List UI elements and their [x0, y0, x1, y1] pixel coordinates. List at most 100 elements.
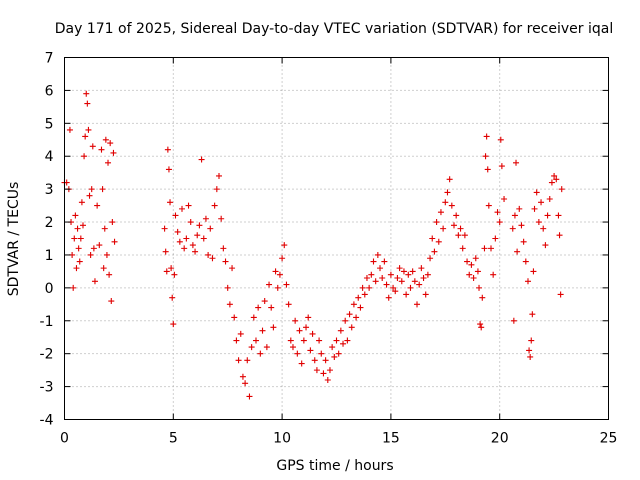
y-tick-label: -3 [40, 380, 54, 396]
data-point [470, 274, 477, 281]
data-point [75, 245, 82, 252]
data-point [71, 235, 78, 242]
data-point [105, 159, 112, 166]
data-point [431, 248, 438, 255]
data-point [96, 242, 103, 249]
data-point [481, 245, 488, 252]
data-point [461, 232, 468, 239]
data-point [366, 284, 373, 291]
y-tick-label: 7 [45, 51, 54, 67]
data-point [453, 212, 460, 219]
data-point [270, 324, 277, 331]
chart-title: Day 171 of 2025, Sidereal Day-to-day VTE… [55, 21, 613, 37]
x-tick-label: 5 [169, 431, 178, 447]
data-point [379, 274, 386, 281]
data-point [416, 281, 423, 288]
data-point [476, 284, 483, 291]
data-point [322, 357, 329, 364]
data-point [196, 222, 203, 229]
data-point [169, 294, 176, 301]
data-point [237, 330, 244, 337]
x-axis-label: GPS time / hours [276, 458, 393, 474]
data-point [551, 172, 558, 179]
data-point [396, 265, 403, 272]
data-point [381, 258, 388, 265]
data-point [429, 235, 436, 242]
data-point [99, 186, 106, 193]
data-point [530, 268, 537, 275]
data-point [483, 133, 490, 140]
data-point [529, 311, 536, 318]
data-point [400, 268, 407, 275]
data-point [87, 251, 94, 258]
y-tick-label: 1 [45, 248, 54, 264]
x-tick-label: 0 [60, 431, 69, 447]
data-point [374, 251, 381, 258]
data-point [518, 222, 525, 229]
data-point [555, 212, 562, 219]
data-point [213, 186, 220, 193]
y-tick-label: -1 [40, 314, 54, 330]
data-point [198, 156, 205, 163]
data-point [394, 274, 401, 281]
data-point [176, 238, 183, 245]
data-point [248, 344, 255, 351]
y-tick-label: -4 [40, 413, 54, 429]
data-point [385, 294, 392, 301]
data-point [435, 238, 442, 245]
data-point [326, 367, 333, 374]
data-point [268, 304, 275, 311]
data-point [294, 350, 301, 357]
data-point [558, 186, 565, 193]
data-point [261, 298, 268, 305]
data-point [76, 258, 83, 265]
data-point [83, 90, 90, 97]
data-point [324, 377, 331, 384]
data-point [209, 255, 216, 262]
data-point [78, 199, 85, 206]
data-point [544, 212, 551, 219]
plot-frame [64, 57, 609, 420]
data-point [516, 205, 523, 212]
data-point [108, 298, 115, 305]
data-point [187, 219, 194, 226]
data-point [162, 248, 169, 255]
data-point [285, 301, 292, 308]
x-tick-label: 20 [491, 431, 509, 447]
y-axis-label: SDTVAR / TECUs [6, 182, 22, 297]
data-point [174, 228, 181, 235]
grid-lines [64, 57, 609, 420]
data-point [244, 357, 251, 364]
data-point [74, 225, 81, 232]
data-point [355, 294, 362, 301]
data-point [164, 146, 171, 153]
data-point [398, 278, 405, 285]
axis-ticks [64, 57, 609, 420]
data-point [424, 271, 431, 278]
data-point [377, 265, 384, 272]
data-point [172, 212, 179, 219]
data-point [110, 149, 117, 156]
data-point [437, 209, 444, 216]
data-point [510, 317, 517, 324]
data-point [257, 350, 264, 357]
data-point [477, 321, 484, 328]
data-point [307, 347, 314, 354]
data-point [553, 176, 560, 183]
data-point [546, 196, 553, 203]
data-point [348, 324, 355, 331]
data-point [179, 205, 186, 212]
data-point [538, 199, 545, 206]
data-point [70, 284, 77, 291]
data-point [289, 344, 296, 351]
data-point [444, 189, 451, 196]
data-point [222, 258, 229, 265]
data-point [192, 248, 199, 255]
data-point [168, 265, 175, 272]
data-point [540, 225, 547, 232]
data-point [337, 327, 344, 334]
data-point [161, 225, 168, 232]
data-point [318, 350, 325, 357]
data-point [211, 202, 218, 209]
data-point [420, 274, 427, 281]
